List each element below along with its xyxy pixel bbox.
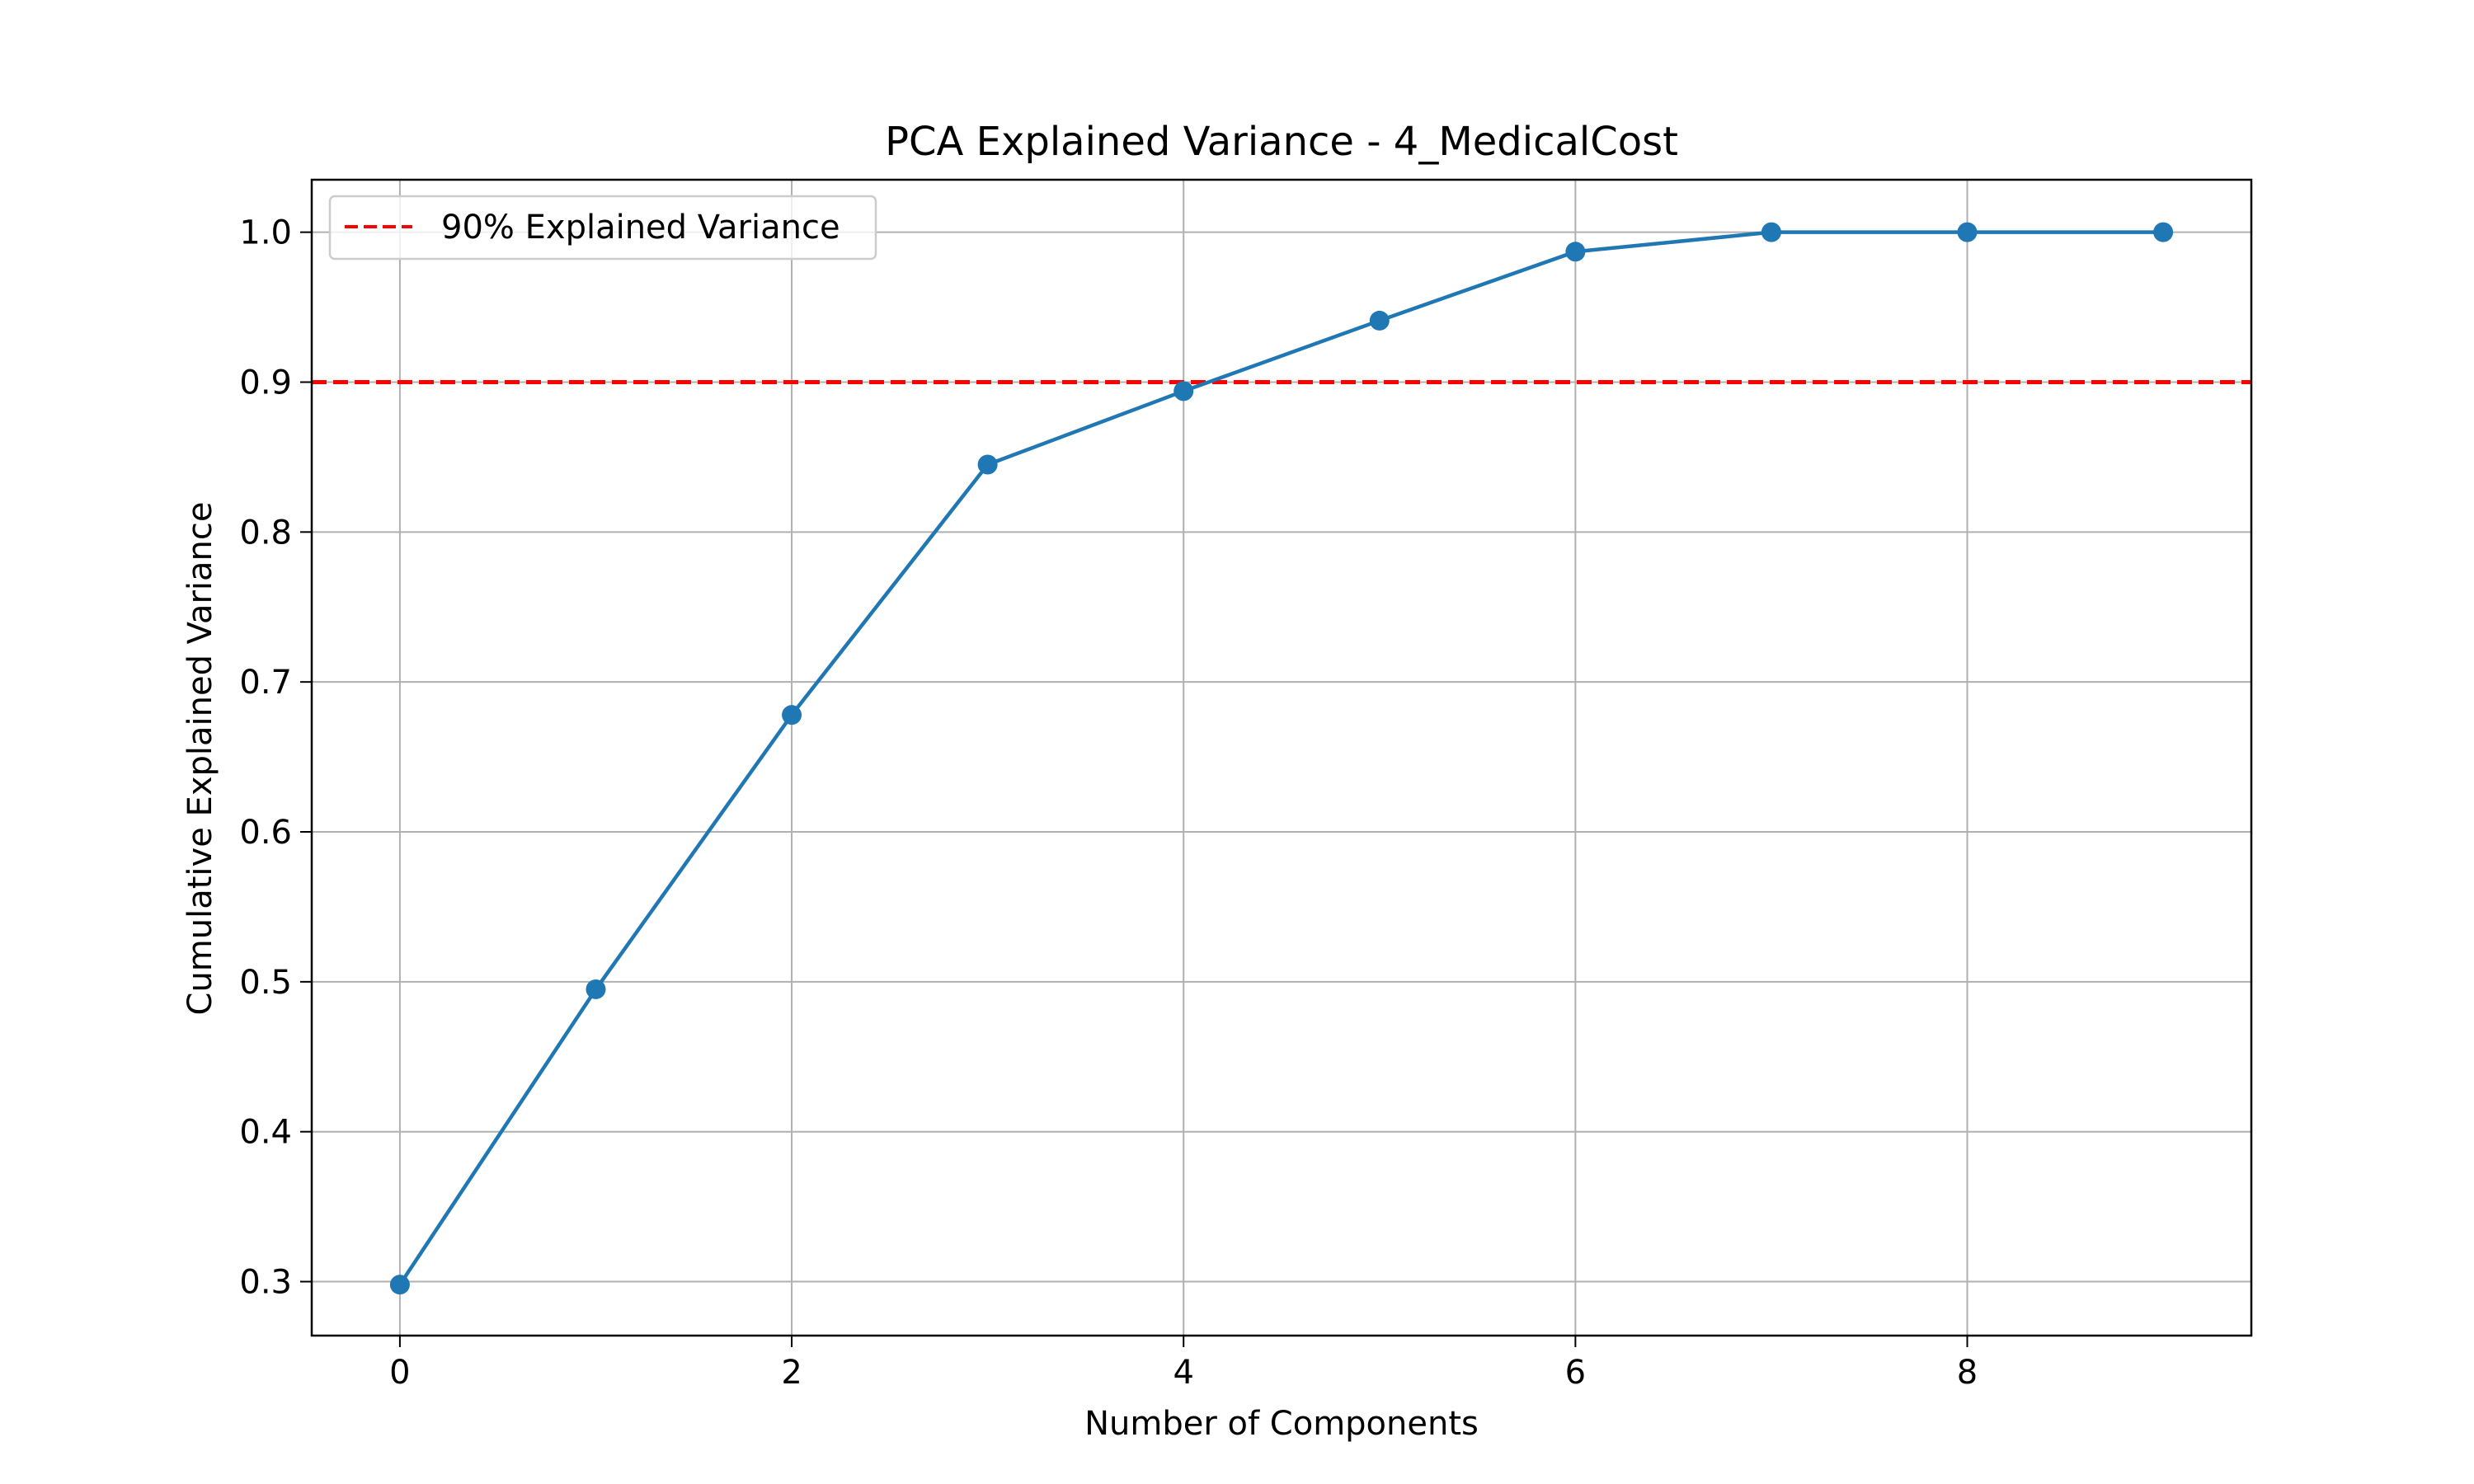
y-tick-label: 0.7 (239, 664, 292, 702)
data-point (1174, 381, 1194, 402)
data-point (1957, 222, 1978, 242)
series-line (398, 230, 2164, 1286)
y-tick-label: 0.5 (239, 964, 292, 1002)
data-point (1369, 310, 1390, 331)
data-point (389, 1275, 410, 1295)
y-tick-label: 0.3 (239, 1264, 292, 1302)
data-point (1565, 242, 1586, 262)
data-point (1761, 222, 1781, 242)
y-tick-label: 0.4 (239, 1114, 292, 1152)
x-tick-label: 0 (389, 1354, 410, 1392)
grid (312, 180, 2251, 1336)
data-point (977, 454, 998, 475)
y-tick-label: 0.9 (239, 364, 292, 402)
x-tick-label: 2 (781, 1354, 802, 1392)
data-point (782, 705, 802, 726)
y-tick-label: 0.6 (239, 814, 292, 852)
data-point (2153, 222, 2174, 242)
series-layer (389, 222, 2174, 1295)
data-point (586, 979, 606, 999)
chart-title: PCA Explained Variance - 4_MedicalCost (885, 119, 1678, 165)
y-tick-label: 0.8 (239, 514, 292, 552)
plot-frame (310, 178, 2253, 1337)
legend-box (328, 195, 877, 261)
x-tick-label: 4 (1173, 1354, 1193, 1392)
legend: 90% Explained Variance (328, 195, 877, 261)
x-axis-label: Number of Components (1084, 1405, 1479, 1443)
y-tick-label: 1.0 (239, 214, 292, 252)
axis-ticks: 0 2 4 6 8 0.3 0.4 0.5 0.6 0.7 0.8 0.9 1.0 (239, 214, 1978, 1392)
y-axis-label: Cumulative Explained Variance (181, 502, 219, 1016)
x-tick-label: 8 (1957, 1354, 1978, 1392)
x-tick-label: 6 (1565, 1354, 1586, 1392)
legend-entry-label: 90% Explained Variance (441, 209, 840, 247)
